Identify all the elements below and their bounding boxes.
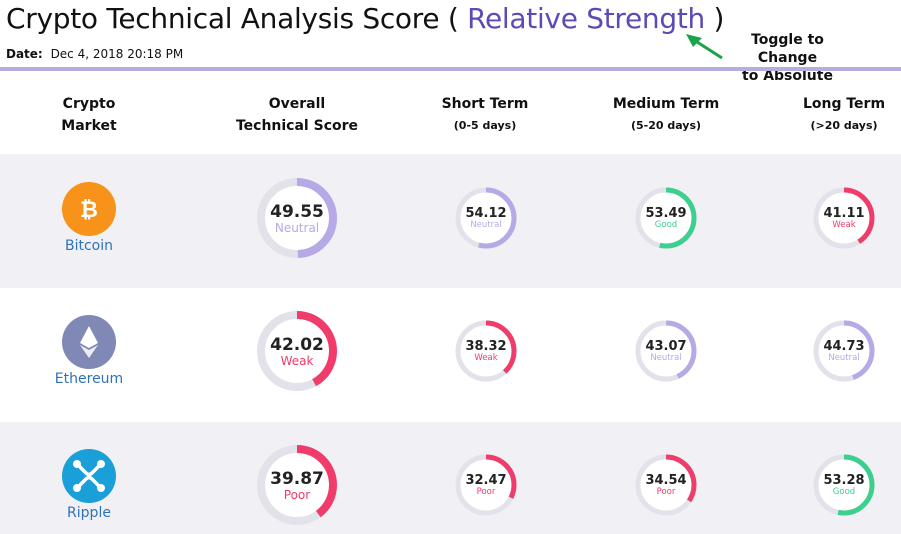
gauge-long: 41.11 Weak [811, 185, 877, 251]
ethereum-icon [62, 315, 116, 369]
gauge-arc [635, 320, 697, 382]
gauge-short: 32.47 Poor [453, 452, 519, 518]
gauge-ring [813, 454, 875, 516]
gauge-rating-label: Neutral [650, 352, 682, 363]
coin-name-link[interactable]: Bitcoin [64, 238, 113, 254]
gauge-value: 32.47 [465, 472, 507, 488]
gauge-arc [635, 187, 697, 249]
page-header: Crypto Technical Analysis Score ( Relati… [0, 0, 901, 84]
toggle-note: Toggle to Change to Absolute [720, 31, 855, 85]
ripple-icon [62, 449, 116, 503]
bitcoin-icon: ₿ [62, 182, 116, 236]
column-header-medium-line2: (5-20 days) [630, 119, 702, 132]
arrow-icon [686, 34, 723, 60]
column-header-long-line1: Long Term [802, 96, 886, 112]
coin-name-link[interactable]: Ethereum [54, 371, 124, 387]
column-header-crypto-line1: Crypto [62, 96, 116, 112]
gauge-long: 44.73 Neutral [811, 318, 877, 384]
gauge-rating-label: Neutral [470, 219, 502, 230]
gauge-arc [813, 454, 875, 516]
gauge-value: 53.49 [645, 205, 687, 221]
gauge-rating-label: Neutral [828, 352, 860, 363]
gauge-medium: 53.49 Good [633, 185, 699, 251]
gauge-rating-label: Neutral [274, 220, 320, 235]
gauge-value: 41.11 [823, 205, 865, 221]
gauge-ring [257, 178, 337, 258]
column-header-medium: Medium Term (5-20 days) [591, 93, 741, 137]
gauge-ring [257, 311, 337, 391]
gauge-ring [257, 445, 337, 525]
gauge-arc [455, 187, 517, 249]
gauge-ring [635, 187, 697, 249]
toggle-note-line2: to Absolute [742, 68, 833, 84]
column-header-medium-line1: Medium Term [612, 96, 720, 112]
gauge-value: 38.32 [465, 338, 507, 354]
gauge-value: 39.87 [270, 468, 324, 489]
gauge-value: 54.12 [465, 205, 507, 221]
table-row: ₿ Bitcoin 49.55 Neutral 54.12 Neutral 53.49 Goo… [0, 154, 901, 288]
gauge-rating-label: Weak [280, 353, 314, 368]
column-header-overall-line2: Technical Score [235, 118, 359, 134]
date-line: Date: Dec 4, 2018 20:18 PM [6, 47, 183, 61]
gauge-arc [257, 178, 337, 258]
gauge-ring [813, 320, 875, 382]
gauge-ring [455, 187, 517, 249]
gauge-arc [257, 445, 337, 525]
gauge-short: 38.32 Weak [453, 318, 519, 384]
gauge-rating-label: Weak [474, 352, 498, 363]
gauge-value: 53.28 [823, 472, 865, 488]
table-row: Ripple 39.87 Poor 32.47 Poor 34.54 Poor 53.28 Go… [0, 422, 901, 534]
gauge-value: 42.02 [270, 334, 324, 355]
toggle-note-line1: Toggle to Change [751, 32, 824, 66]
gauge-rating-label: Good [654, 219, 678, 230]
gauge-value: 44.73 [823, 338, 865, 354]
gauge-overall: 49.55 Neutral [253, 174, 341, 262]
column-header-overall: Overall Technical Score [212, 93, 382, 137]
column-header-crypto-line2: Market [61, 118, 117, 134]
relative-strength-toggle[interactable]: Relative Strength [467, 2, 705, 35]
gauge-overall: 42.02 Weak [253, 307, 341, 395]
gauge-medium: 43.07 Neutral [633, 318, 699, 384]
gauge-rating-label: Poor [476, 486, 496, 497]
column-header-short-line1: Short Term [441, 96, 529, 112]
gauge-rating-label: Poor [656, 486, 676, 497]
date-value: Dec 4, 2018 20:18 PM [50, 47, 184, 61]
gauge-arc [635, 454, 697, 516]
table-row: Ethereum 42.02 Weak 38.32 Weak 43.07 Neutral 44… [0, 288, 901, 422]
coin-name-link[interactable]: Ripple [67, 505, 111, 521]
svg-text:₿: ₿ [80, 198, 98, 223]
gauge-long: 53.28 Good [811, 452, 877, 518]
gauge-arc [455, 320, 517, 382]
gauge-ring [455, 320, 517, 382]
title-suffix: ) [704, 2, 725, 35]
column-header-short-line2: (0-5 days) [453, 119, 517, 132]
gauge-rating-label: Weak [832, 219, 856, 230]
gauge-rating-label: Poor [283, 487, 311, 502]
gauge-value: 43.07 [645, 338, 687, 354]
gauge-arc [813, 320, 875, 382]
gauge-arc [813, 187, 875, 249]
gauge-value: 34.54 [645, 472, 687, 488]
header-divider [0, 67, 901, 71]
gauge-ring [813, 187, 875, 249]
gauge-arc [455, 454, 517, 516]
column-header-long-line2: (>20 days) [810, 119, 878, 132]
title-prefix: Crypto Technical Analysis Score ( [6, 2, 468, 35]
gauge-ring [455, 454, 517, 516]
gauge-short: 54.12 Neutral [453, 185, 519, 251]
gauge-ring [635, 454, 697, 516]
gauge-overall: 39.87 Poor [253, 441, 341, 529]
column-header-overall-line1: Overall [268, 96, 326, 112]
gauge-rating-label: Good [832, 486, 856, 497]
column-header-crypto: Crypto Market [29, 93, 149, 137]
column-header-short: Short Term (0-5 days) [410, 93, 560, 137]
page-title: Crypto Technical Analysis Score ( Relati… [6, 2, 724, 35]
gauge-arc [257, 311, 337, 391]
column-header-long: Long Term (>20 days) [769, 93, 901, 137]
gauge-medium: 34.54 Poor [633, 452, 699, 518]
gauge-value: 49.55 [270, 201, 324, 222]
gauge-ring [635, 320, 697, 382]
date-label: Date: [6, 47, 43, 61]
